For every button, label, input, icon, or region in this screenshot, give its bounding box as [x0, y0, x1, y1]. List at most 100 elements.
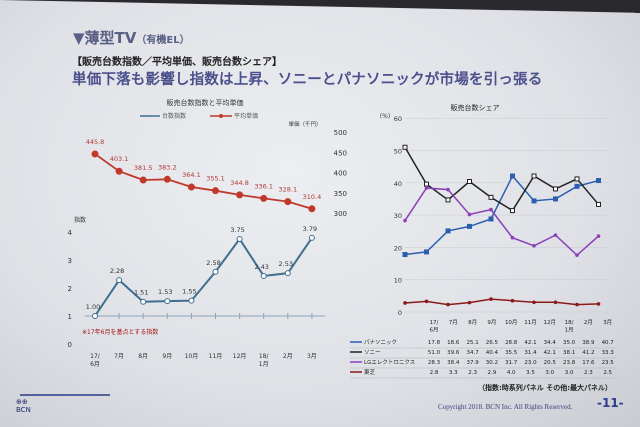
sony-table-cell: 42.1: [544, 350, 556, 356]
lg-point: [489, 207, 493, 212]
share-axis-tick: 0: [398, 309, 402, 317]
panasonic-table-cell: 28.8: [505, 340, 518, 346]
sony-table-cell: 39.6: [447, 350, 460, 356]
toshiba-table-cell: 3.0: [565, 370, 574, 376]
lg-point: [467, 212, 472, 217]
index-point: [284, 270, 291, 277]
lg-table-cell: 38.4: [447, 360, 460, 366]
table-header: 11月: [524, 319, 537, 326]
index-line: [94, 237, 313, 317]
index-data-label: 2.53: [279, 260, 293, 268]
index-data-label: 2.43: [254, 263, 268, 271]
table-header: 7月: [449, 319, 458, 326]
toshiba-table-cell: 3.5: [526, 370, 535, 376]
sony-table-cell: 31.4: [524, 350, 537, 356]
sony-table-cell: 41.2: [582, 350, 594, 356]
index-point: [164, 298, 171, 305]
sony-point: [531, 173, 537, 179]
index-axis-tick: 4: [68, 229, 73, 237]
price-data-label: 403.1: [110, 155, 129, 163]
x-tick-label: 12月: [233, 353, 247, 360]
price-point: [308, 205, 316, 213]
toshiba-table-cell: 2.3: [468, 370, 477, 376]
index-data-label: 3.75: [230, 226, 244, 234]
panasonic-point: [467, 223, 472, 229]
sony-point: [553, 186, 558, 192]
index-note: ※17年6月を基点とする指数: [82, 328, 158, 336]
toshiba-legend-label: 東芝: [364, 368, 376, 376]
panasonic-point: [596, 178, 601, 184]
price-data-label: 445.8: [86, 138, 105, 146]
lg-point: [532, 243, 536, 248]
toshiba-point: [553, 300, 558, 305]
price-point: [212, 187, 219, 195]
panasonic-table-cell: 17.8: [428, 340, 441, 346]
price-data-label: 328.1: [278, 186, 297, 194]
toshiba-table-cell: 3.0: [545, 370, 554, 376]
index-point: [308, 234, 315, 241]
left-chart-title: 販売台数指数と平均単価: [167, 98, 244, 107]
bcn-logo-text: BCN: [16, 406, 31, 414]
index-point: [92, 313, 98, 319]
toshiba-table-cell: 2.5: [603, 370, 612, 376]
index-data-label: 1.55: [182, 288, 196, 296]
price-point: [284, 198, 292, 206]
table-header: 8月: [468, 319, 477, 326]
sony-table-cell: 35.5: [505, 350, 518, 356]
bcn-logo: ⊕⊕ BCN: [16, 398, 31, 414]
x-tick-label: 11月: [209, 353, 223, 360]
sony-point: [445, 197, 451, 203]
price-data-label: 364.1: [182, 171, 201, 179]
page-number: -11-: [597, 396, 624, 410]
sony-point: [574, 176, 580, 182]
table-header: 9月: [487, 319, 496, 326]
price-axis-tick: 500: [334, 129, 347, 137]
table-header: 12月: [544, 319, 557, 326]
price-point: [163, 175, 171, 183]
toshiba-point: [596, 302, 601, 306]
price-data-label: 310.4: [303, 193, 322, 201]
price-axis-label: 単価（千円）: [288, 120, 321, 128]
toshiba-table-cell: 3.3: [449, 370, 458, 376]
index-data-label: 2.28: [110, 267, 124, 275]
x-tick-label: 18/1月: [259, 353, 270, 368]
panasonic-table-cell: 38.9: [582, 340, 595, 346]
x-tick-label: 10月: [185, 353, 199, 360]
panasonic-point: [531, 198, 537, 204]
price-point: [115, 167, 123, 175]
lg-point: [446, 187, 450, 192]
sony-table-cell: 38.1: [563, 350, 575, 356]
toshiba-line: [404, 298, 599, 306]
table-header: 18/1月: [565, 320, 574, 334]
x-tick-label: 8月: [138, 353, 148, 360]
footnote: （指数:時系列パネル その他:最大パネル）: [478, 384, 613, 392]
lg-point: [510, 235, 515, 240]
price-data-label: 355.1: [206, 175, 225, 183]
lg-table-cell: 23.5: [602, 360, 615, 366]
panasonic-point: [553, 196, 558, 202]
panasonic-point: [402, 252, 408, 258]
toshiba-table-cell: 4.0: [507, 370, 516, 376]
panasonic-table-cell: 35.0: [563, 340, 576, 346]
x-tick-label: 9月: [162, 353, 172, 360]
sony-table-cell: 40.4: [486, 350, 499, 356]
lg-point: [403, 218, 407, 223]
lg-table-cell: 37.9: [466, 360, 479, 366]
toshiba-table-cell: 2.3: [584, 370, 593, 376]
panasonic-table-cell: 42.1: [524, 340, 536, 346]
table-header: 10月: [505, 319, 518, 326]
toshiba-point: [403, 301, 407, 305]
price-point: [260, 194, 268, 202]
toshiba-point: [467, 300, 472, 305]
share-axis-tick: 10: [394, 277, 402, 285]
price-point: [139, 176, 147, 184]
price-line: [94, 153, 313, 210]
price-point: [91, 150, 99, 158]
sony-point: [424, 181, 429, 187]
legend-index-label: 台数指数: [162, 112, 186, 120]
price-point: [236, 191, 244, 199]
sony-legend-label: ソニー: [364, 349, 381, 356]
panasonic-point: [424, 249, 429, 255]
index-data-label: 1.53: [158, 288, 172, 296]
